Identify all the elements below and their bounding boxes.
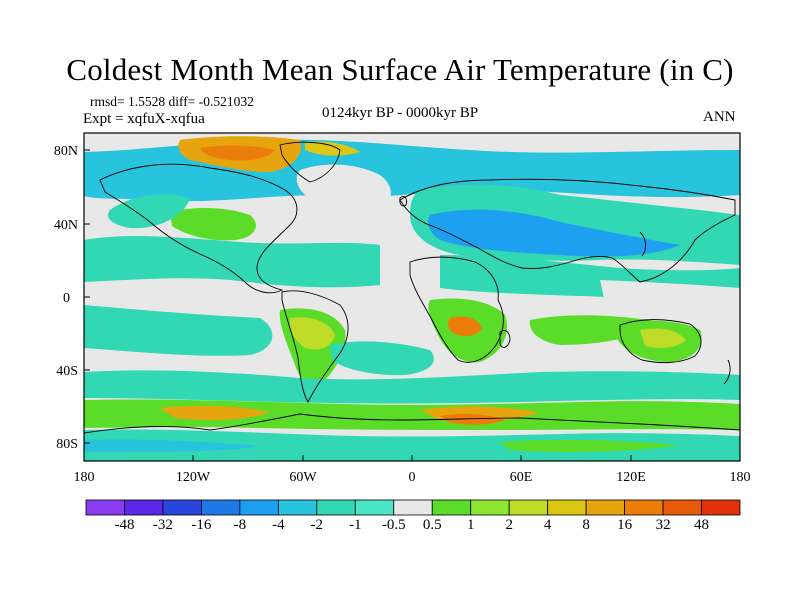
period-label: 0124kyr BP - 0000kyr BP bbox=[322, 105, 479, 121]
lon-label-180-west: 180 bbox=[74, 470, 95, 485]
coast-new-zealand bbox=[723, 359, 731, 385]
field-region-northpacific-teal bbox=[84, 236, 380, 288]
lon-label-60e: 60E bbox=[510, 470, 533, 485]
lat-label-40n: 40N bbox=[54, 218, 78, 233]
colorbar-label: -1 bbox=[349, 517, 362, 533]
colorbar-label: 2 bbox=[505, 517, 513, 533]
coast-antarctica bbox=[84, 413, 740, 434]
coastlines bbox=[84, 141, 740, 434]
colorbar-swatch bbox=[201, 499, 241, 516]
field-region-arctic-yellow bbox=[305, 141, 360, 156]
stats-text: rmsd= 1.5528 diff= -0.521032 bbox=[90, 94, 254, 109]
season-label: ANN bbox=[703, 109, 736, 125]
coast-australia bbox=[619, 319, 702, 364]
colorbar-label: -16 bbox=[191, 517, 212, 533]
coast-south-america bbox=[281, 290, 349, 403]
field-region-northamerica-green bbox=[170, 208, 256, 241]
lon-label-120e: 120E bbox=[616, 470, 646, 485]
colorbar-swatch bbox=[277, 499, 318, 516]
colorbar-swatch bbox=[547, 499, 587, 516]
colorbar-label: 48 bbox=[694, 517, 709, 533]
lon-label-180-east: 180 bbox=[730, 470, 751, 485]
colorbar-swatch bbox=[239, 499, 279, 516]
colorbar-label: 1 bbox=[466, 517, 475, 533]
field-region-circumpolar-orange bbox=[160, 405, 270, 420]
colorbar-label: -8 bbox=[233, 517, 247, 533]
experiment-label: Expt = xqfuX-xqfua bbox=[83, 111, 205, 127]
field-region-southpacific-teal bbox=[84, 305, 273, 356]
colorbar-swatch bbox=[162, 499, 202, 516]
colorbar-swatch bbox=[662, 499, 702, 516]
field-region-southamerica-yellow bbox=[289, 317, 335, 350]
coast-eurasia bbox=[399, 178, 736, 283]
field-region-australia-yellow bbox=[640, 328, 686, 348]
colorbar-label: 0.5 bbox=[422, 517, 442, 533]
colorbar bbox=[85, 499, 741, 516]
colorbar-label: -48 bbox=[114, 517, 135, 533]
colorbar-swatch bbox=[624, 499, 664, 516]
colorbar-label: 16 bbox=[617, 517, 633, 533]
colorbar-label: -32 bbox=[152, 517, 173, 533]
coast-africa bbox=[409, 256, 504, 363]
lat-label-80s: 80S bbox=[56, 437, 78, 452]
field-region-circumpolar-red bbox=[440, 413, 505, 425]
lat-label-80n: 80N bbox=[54, 144, 78, 159]
colorbar-swatch bbox=[85, 499, 125, 516]
coast-madagascar bbox=[499, 329, 511, 348]
field-region-southatlantic-teal bbox=[330, 341, 434, 376]
coast-uk bbox=[399, 195, 407, 207]
field-region-antarctica-cyan bbox=[84, 439, 260, 452]
lon-label-120w: 120W bbox=[176, 470, 211, 485]
coast-greenland bbox=[279, 141, 341, 183]
colorbar-label: 4 bbox=[543, 517, 552, 533]
field-region-northamerica-teal bbox=[108, 194, 190, 229]
field-region-southernocean-teal bbox=[84, 370, 740, 404]
field-region-africa-orange bbox=[447, 316, 482, 336]
map-title: Coldest Month Mean Surface Air Temperatu… bbox=[66, 52, 734, 87]
field-region-eurasia-blue bbox=[428, 209, 680, 257]
colorbar-swatch bbox=[508, 499, 549, 516]
field-region-greenland-red bbox=[200, 145, 275, 161]
field-region-antarctica-green bbox=[500, 439, 680, 453]
field-region-pacific-neutral bbox=[600, 280, 740, 331]
colorbar-label: -2 bbox=[310, 517, 324, 533]
colorbar-label: 8 bbox=[582, 517, 590, 533]
colorbar-swatch bbox=[470, 499, 510, 516]
colorbar-swatch bbox=[124, 499, 164, 516]
field-region-antarctica-teal bbox=[84, 429, 740, 461]
lon-label-60w: 60W bbox=[289, 470, 317, 485]
field-region-circumpolar-green bbox=[84, 399, 740, 430]
map-field bbox=[84, 133, 740, 461]
colorbar-swatch bbox=[431, 499, 472, 516]
colorbar-swatch bbox=[701, 499, 741, 516]
colorbar-swatch bbox=[393, 499, 433, 516]
colorbar-label: -4 bbox=[272, 517, 285, 533]
colorbar-swatch bbox=[316, 499, 356, 516]
colorbar-label: -0.5 bbox=[381, 517, 406, 533]
colorbar-swatch bbox=[354, 499, 395, 516]
colorbar-swatch bbox=[585, 499, 625, 516]
lat-label-40s: 40S bbox=[56, 364, 78, 379]
coast-north-america bbox=[99, 163, 298, 294]
colorbar-label: 32 bbox=[655, 517, 671, 533]
lon-label-0: 0 bbox=[409, 470, 416, 485]
tick-marks bbox=[84, 149, 632, 461]
coast-japan bbox=[639, 231, 647, 257]
field-region-northpacific-neutral bbox=[84, 283, 350, 308]
lat-label-0: 0 bbox=[63, 291, 70, 306]
